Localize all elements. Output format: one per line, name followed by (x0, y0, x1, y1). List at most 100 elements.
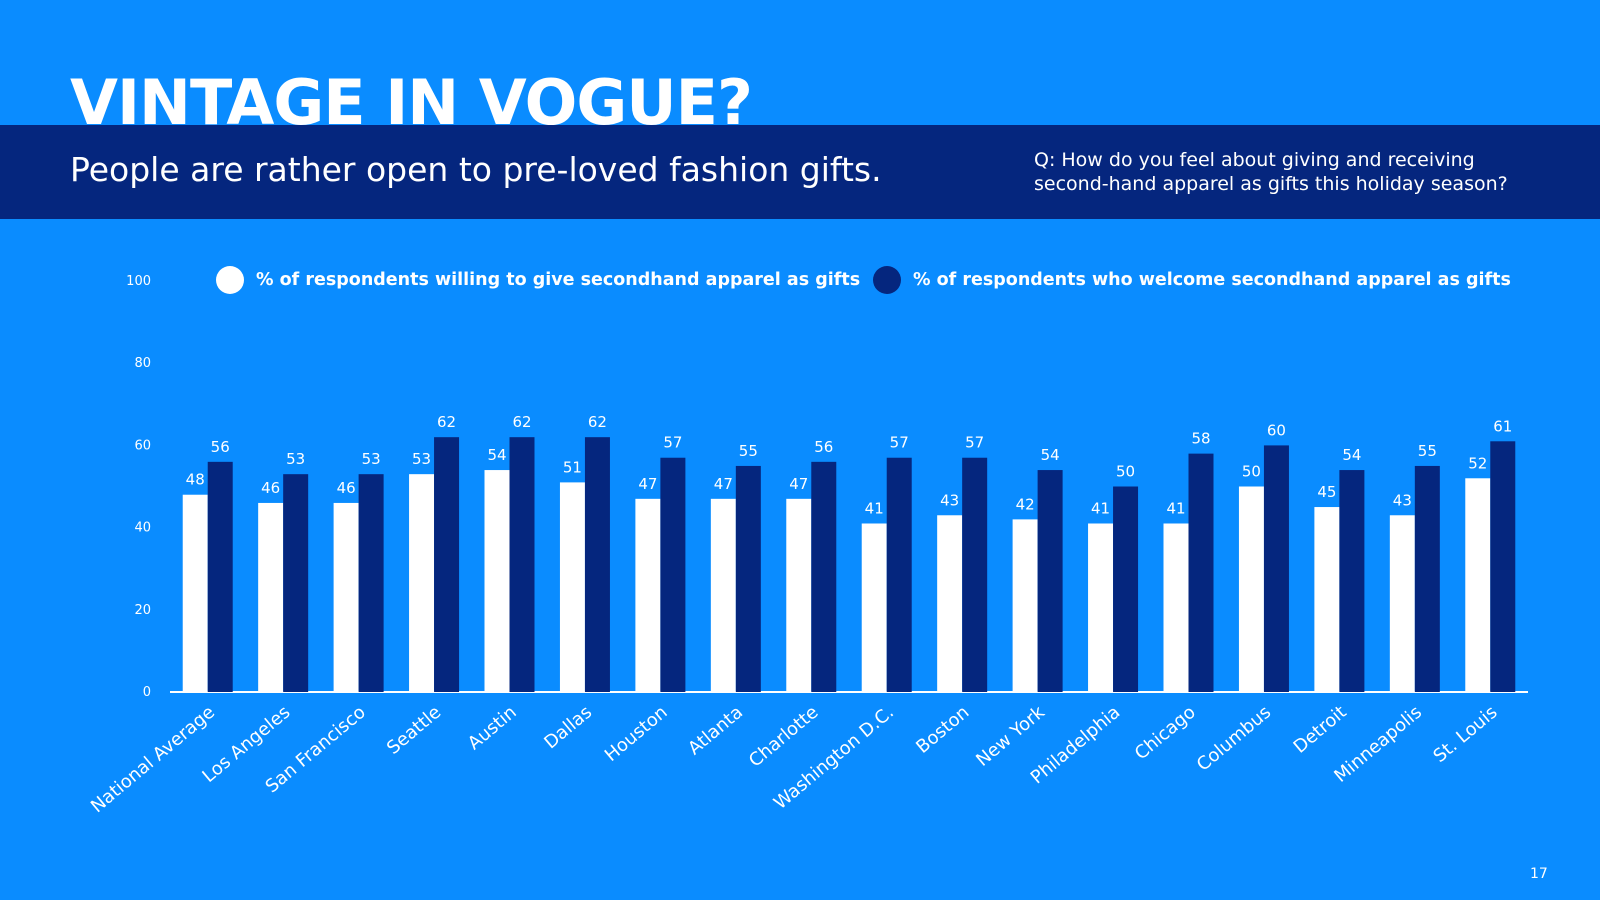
data-label-welcome: 54 (1342, 446, 1361, 464)
data-label-give: 45 (1317, 483, 1336, 501)
x-category-label: Dallas (540, 702, 596, 754)
bar-welcome (1113, 486, 1139, 692)
y-tick-label: 0 (143, 685, 151, 700)
data-label-give: 51 (563, 458, 582, 476)
data-label-give: 53 (412, 450, 431, 468)
x-category-label: St. Louis (1429, 702, 1501, 767)
legend-item-welcome: % of respondents who welcome secondhand … (873, 265, 1511, 295)
bar-welcome (283, 474, 309, 692)
bar-give (333, 502, 359, 692)
x-category-label: Charlotte (745, 702, 823, 772)
x-category-label: Detroit (1290, 702, 1351, 758)
x-category-label: Chicago (1131, 702, 1200, 765)
header-band (0, 125, 1600, 219)
data-label-give: 43 (940, 491, 959, 509)
data-label-welcome: 53 (362, 450, 381, 468)
data-label-welcome: 61 (1493, 417, 1512, 435)
y-tick-label: 40 (134, 521, 151, 536)
data-label-give: 46 (337, 479, 356, 497)
data-label-give: 50 (1242, 463, 1261, 481)
x-category-label: Austin (464, 702, 521, 754)
data-label-give: 42 (1016, 495, 1035, 513)
data-label-welcome: 60 (1267, 421, 1286, 439)
bar-give (1163, 523, 1189, 692)
survey-question-line-2: second-hand apparel as gifts this holida… (1034, 173, 1508, 195)
bar-give (1389, 515, 1415, 692)
bar-give (1088, 523, 1114, 692)
bar-give (559, 482, 585, 692)
bar-welcome (1037, 470, 1063, 692)
bar-welcome (358, 474, 384, 692)
bar-welcome (434, 437, 460, 692)
data-label-welcome: 56 (814, 438, 833, 456)
x-category-label: National Average (87, 702, 219, 817)
bar-welcome (1188, 453, 1214, 692)
slide-subtitle: People are rather open to pre-loved fash… (70, 150, 882, 189)
x-category-label: Columbus (1193, 702, 1275, 776)
data-label-give: 48 (186, 471, 205, 489)
y-tick-label: 80 (134, 356, 151, 371)
bar-give (258, 502, 284, 692)
bar-give (1238, 486, 1264, 692)
x-category-label: Seattle (383, 702, 445, 759)
data-label-welcome: 62 (588, 413, 607, 431)
x-category-label: New York (972, 701, 1049, 770)
data-label-welcome: 57 (890, 434, 909, 452)
data-label-give: 41 (1091, 499, 1110, 517)
y-tick-label: 100 (126, 274, 151, 289)
data-label-give: 43 (1393, 491, 1412, 509)
legend-label-welcome: % of respondents who welcome secondhand … (913, 270, 1511, 290)
data-label-welcome: 50 (1116, 463, 1135, 481)
data-label-give: 47 (789, 475, 808, 493)
x-category-label: Atlanta (684, 702, 747, 760)
bar-welcome (735, 465, 761, 692)
data-label-give: 46 (261, 479, 280, 497)
bar-give (635, 498, 661, 692)
bar-give (861, 523, 887, 692)
data-label-give: 41 (865, 499, 884, 517)
bar-welcome (1490, 441, 1516, 692)
bar-give (484, 470, 510, 692)
data-label-welcome: 54 (1041, 446, 1060, 464)
bar-welcome (1414, 465, 1440, 692)
data-label-give: 41 (1166, 499, 1185, 517)
data-label-welcome: 62 (512, 413, 531, 431)
data-label-welcome: 55 (739, 442, 758, 460)
bar-give (409, 474, 435, 692)
y-tick-label: 60 (134, 438, 151, 453)
legend-item-give: % of respondents willing to give secondh… (216, 265, 860, 295)
bar-welcome (811, 461, 837, 692)
data-label-welcome: 58 (1191, 430, 1210, 448)
bar-give (1012, 519, 1038, 692)
data-label-welcome: 62 (437, 413, 456, 431)
bar-give (182, 494, 208, 692)
bar-give (1314, 507, 1340, 692)
data-label-welcome: 55 (1418, 442, 1437, 460)
data-label-give: 54 (487, 446, 506, 464)
data-label-welcome: 53 (286, 450, 305, 468)
legend-label-give: % of respondents willing to give secondh… (256, 270, 861, 290)
data-label-welcome: 57 (965, 434, 984, 452)
legend-swatch-give (216, 266, 244, 294)
bar-give (710, 498, 736, 692)
data-label-welcome: 56 (211, 438, 230, 456)
bar-give (786, 498, 812, 692)
x-category-label: Houston (601, 702, 672, 766)
data-label-give: 52 (1468, 454, 1487, 472)
data-label-give: 47 (638, 475, 657, 493)
bar-welcome (962, 457, 988, 692)
data-label-welcome: 57 (663, 434, 682, 452)
bar-give (937, 515, 963, 692)
legend-swatch-welcome (873, 266, 901, 294)
bar-welcome (1339, 470, 1365, 692)
bar-welcome (207, 461, 233, 692)
bar-welcome (886, 457, 912, 692)
x-category-label: Boston (912, 702, 973, 758)
survey-question-line-1: Q: How do you feel about giving and rece… (1034, 149, 1475, 171)
bar-welcome (1263, 445, 1289, 692)
bar-welcome (509, 437, 535, 692)
survey-question: Q: How do you feel about giving and rece… (1034, 148, 1554, 196)
slide-title: VINTAGE IN VOGUE? (70, 66, 753, 139)
